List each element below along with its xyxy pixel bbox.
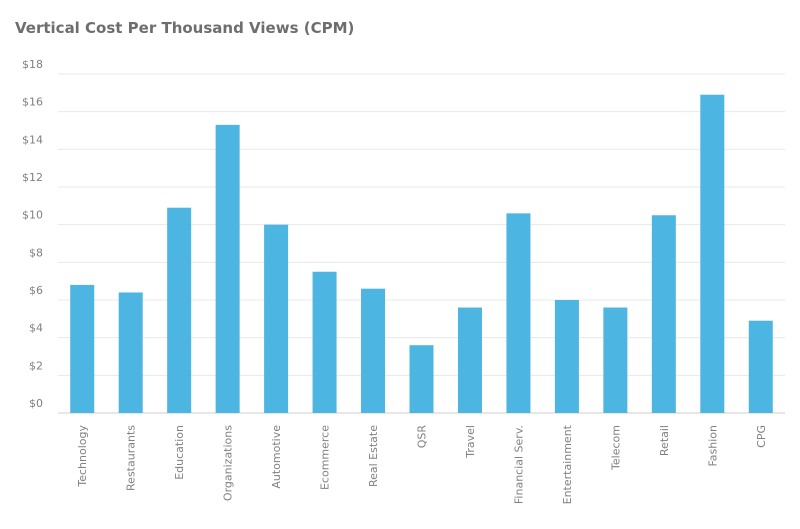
y-tick-label: $14: [22, 133, 43, 146]
x-tick-label: Organizations: [222, 425, 235, 501]
x-tick-label: Real Estate: [367, 425, 380, 487]
x-tick-label: Restaurants: [125, 425, 138, 491]
bar-qsr: [409, 345, 434, 413]
x-tick-label: Fashion: [706, 425, 719, 467]
chart-title: Vertical Cost Per Thousand Views (CPM): [15, 19, 355, 37]
y-tick-label: $0: [29, 397, 43, 410]
x-tick-label: Education: [173, 425, 186, 480]
x-tick-label: Automotive: [270, 425, 283, 489]
bar-organizations: [215, 124, 240, 413]
y-tick-label: $4: [29, 322, 43, 335]
bar-financial-serv: [506, 213, 531, 413]
bars: [70, 94, 773, 413]
bar-fashion: [700, 94, 725, 413]
x-tick-label: Telecom: [609, 425, 622, 471]
bar-real-estate: [361, 288, 386, 413]
bar-cpg: [748, 320, 773, 413]
bar-restaurants: [118, 292, 143, 413]
y-tick-label: $10: [22, 209, 43, 222]
x-axis: Technology Restaurants Education Organizati…: [76, 424, 768, 504]
y-tick-label: $6: [29, 284, 43, 297]
y-tick-label: $16: [22, 96, 43, 109]
bar-entertainment: [554, 300, 579, 413]
x-tick-label: Ecommerce: [319, 425, 332, 490]
bar-retail: [651, 215, 676, 413]
y-axis: $0 $2 $4 $6 $8 $10 $12 $14 $16 $18: [22, 58, 43, 410]
y-tick-label: $12: [22, 171, 43, 184]
bar-automotive: [264, 224, 289, 413]
x-tick-label: Financial Serv.: [512, 425, 525, 504]
bar-education: [167, 207, 192, 413]
bar-technology: [70, 284, 95, 413]
x-tick-label: Retail: [658, 425, 671, 456]
x-tick-label: Travel: [464, 425, 477, 459]
y-tick-label: $2: [29, 359, 43, 372]
x-tick-label: CPG: [755, 425, 768, 448]
x-tick-label: Technology: [76, 425, 89, 488]
y-tick-label: $18: [22, 58, 43, 71]
bar-ecommerce: [312, 271, 337, 413]
bar-travel: [457, 307, 482, 413]
y-tick-label: $8: [29, 246, 43, 259]
bar-telecom: [603, 307, 628, 413]
x-tick-label: Entertainment: [561, 424, 574, 504]
x-tick-label: QSR: [416, 425, 429, 449]
